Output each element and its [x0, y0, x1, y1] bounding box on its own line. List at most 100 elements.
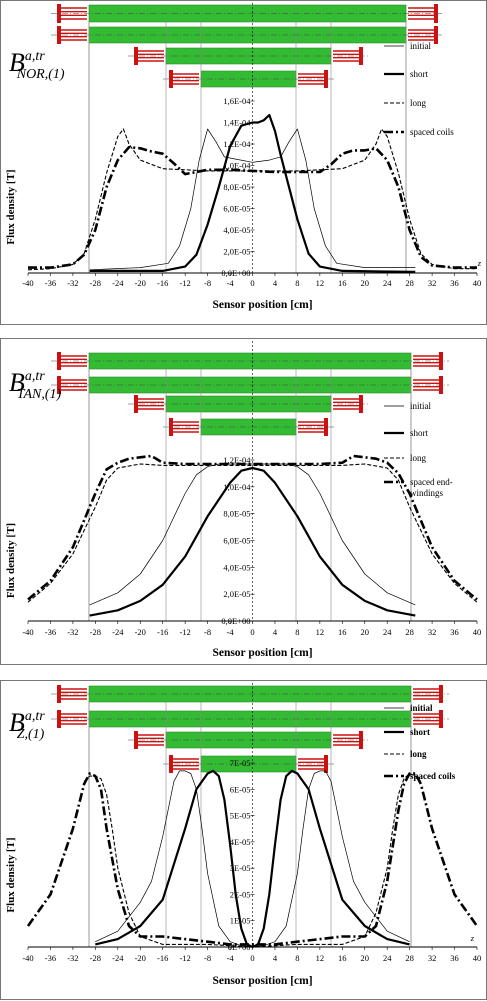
y-tick-label: 4,0E-05 — [223, 225, 250, 235]
x-tick-label: -24 — [112, 953, 124, 963]
legend-label-short: short — [410, 69, 428, 79]
series-line-short — [89, 466, 416, 617]
x-tick-label: -40 — [22, 278, 33, 288]
x-tick-label: 40 — [473, 953, 482, 963]
x-tick-label: 36 — [450, 627, 459, 637]
x-tick-label: 28 — [405, 953, 414, 963]
x-tick-label: 40 — [473, 627, 482, 637]
y-tick-label: 2,0E-05 — [223, 247, 250, 257]
y-tick-label: 4E-05 — [230, 837, 251, 847]
legend-label-initial: initial — [410, 41, 431, 51]
x-tick-label: 16 — [338, 953, 347, 963]
series-line-spaced — [28, 145, 477, 269]
legend-label-long: long — [410, 749, 427, 759]
x-tick-label: -4 — [227, 953, 235, 963]
chart-panel-normal: Ba,tr NOR,(1) 0,0E+00 2,0E-05 4,0E-05 6,0E-05… — [0, 0, 487, 325]
y-axis-label: Flux density [T] — [5, 169, 17, 244]
x-axis-label: Sensor position [cm] — [212, 975, 312, 987]
y-tick-label: 1,2E-04 — [223, 455, 251, 465]
legend: initial short long spaced coils — [384, 703, 456, 781]
series-group — [27, 454, 478, 617]
legend-label-short: short — [410, 428, 428, 438]
y-tick-label: 8,0E-05 — [223, 509, 250, 519]
y-tick-label: 6E-05 — [230, 784, 251, 794]
y-tick-label: 0E+00 — [228, 942, 251, 952]
x-tick-label: -28 — [90, 627, 101, 637]
x-tick-label: -12 — [179, 953, 190, 963]
y-tick-label: 0,0E+00 — [221, 268, 250, 278]
y-tick-label: 2E-05 — [230, 889, 251, 899]
x-tick-label: 32 — [428, 627, 437, 637]
x-tick-label: 24 — [383, 278, 392, 288]
chart-axial: Ba,tr Z,(1)0E+001E-052E-053E-054E-055E-05… — [5, 683, 481, 987]
x-tick-label: 4 — [273, 953, 278, 963]
x-tick-label: -8 — [204, 278, 211, 288]
x-tick-label: -16 — [157, 627, 168, 637]
series-line-spaced — [26, 772, 479, 946]
reference-lines — [88, 683, 412, 947]
chart-title: Ba,tr NOR,(1) — [9, 48, 65, 82]
y-axis-label: Flux density [T] — [5, 523, 17, 598]
legend-label-spaced: spaced end-windings — [410, 477, 453, 498]
y-tick-label: 1,2E-04 — [223, 139, 251, 149]
x-tick-label: 32 — [428, 278, 437, 288]
x-tick-label: -32 — [67, 278, 78, 288]
chart-tangential: Ba,tr TAN,(1) 0,0E+00 2,0E-05 4,0E-05 6,0E-05… — [5, 341, 481, 659]
x-tick-label: 28 — [405, 627, 414, 637]
x-axis-label: Sensor position [cm] — [212, 299, 312, 311]
x-tick-label: -12 — [179, 278, 190, 288]
y-tick-label: 1,0E-04 — [223, 482, 251, 492]
series-line-spaced — [27, 454, 478, 601]
x-tick-label: 8 — [295, 953, 299, 963]
legend: initial short long spaced coils — [384, 41, 454, 137]
chart-title: Ba,tr Z,(1) — [9, 708, 45, 742]
series-line-long — [83, 772, 422, 948]
x-tick-label: -4 — [227, 278, 235, 288]
legend-label-initial: initial — [410, 401, 431, 411]
x-tick-label: 20 — [361, 278, 370, 288]
y-axis-label: Flux density [T] — [5, 837, 17, 912]
x-tick-label: 36 — [450, 278, 459, 288]
x-tick-label: -24 — [112, 278, 124, 288]
chart-normal: Ba,tr NOR,(1) 0,0E+00 2,0E-05 4,0E-05 6,0E-05… — [5, 3, 482, 311]
x-tick-label: 16 — [338, 278, 347, 288]
x-tick-labels: -40 -36 -32 -28 -24 -20 -16 -12 -8 -4 0 4 8 12 16 20 24 2… — [22, 621, 481, 637]
axis-end-label: z — [477, 258, 482, 268]
series-line-long — [27, 128, 477, 271]
y-tick-label: 4,0E-05 — [223, 562, 250, 572]
x-tick-label: -28 — [90, 953, 101, 963]
x-axis-label: Sensor position [cm] — [212, 647, 312, 659]
x-tick-label: 8 — [295, 278, 299, 288]
coil-schematic — [51, 685, 449, 773]
x-tick-label: 4 — [273, 627, 278, 637]
x-tick-label: -8 — [204, 953, 211, 963]
series-line-initial — [89, 463, 416, 606]
x-tick-label: -8 — [204, 627, 211, 637]
chart-panel-tangential: Ba,tr TAN,(1) 0,0E+00 2,0E-05 4,0E-05 6,0E-05… — [0, 338, 487, 665]
x-tick-label: -16 — [157, 953, 168, 963]
y-tick-label: 3E-05 — [230, 863, 251, 873]
x-tick-label: -40 — [22, 627, 33, 637]
x-tick-label: 12 — [316, 953, 325, 963]
x-tick-labels: -40 -36 -32 -28 -24 -20 -16 -12 -8 -4 0 4 8 12 16 20 24 2… — [22, 273, 481, 288]
x-tick-label: 12 — [316, 627, 325, 637]
x-tick-label: 8 — [295, 627, 299, 637]
y-tick-label: 5E-05 — [230, 811, 251, 821]
x-tick-label: -36 — [45, 278, 56, 288]
y-tick-label: 1,6E-04 — [223, 96, 251, 106]
x-tick-label: -4 — [227, 627, 235, 637]
x-tick-label: 36 — [450, 953, 459, 963]
x-tick-label: -40 — [22, 953, 33, 963]
x-tick-label: 12 — [316, 278, 325, 288]
x-tick-label: 16 — [338, 627, 347, 637]
x-tick-label: -32 — [67, 627, 78, 637]
x-tick-label: 20 — [361, 953, 370, 963]
y-tick-labels: 0,0E+00 2,0E-05 4,0E-05 6,0E-05 8,0E-05 1,0E-… — [221, 455, 255, 626]
x-tick-label: -12 — [179, 627, 190, 637]
x-tick-label: -36 — [45, 953, 56, 963]
y-tick-label: 1,4E-04 — [223, 118, 251, 128]
x-tick-labels: -40 -36 -32 -28 -24 -20 -16 -12 -8 -4 0 4 8 12 16 20 24 2… — [22, 947, 481, 963]
x-tick-label: -20 — [135, 278, 146, 288]
legend-label-spaced: spaced coils — [410, 127, 454, 137]
x-tick-label: 0 — [250, 627, 254, 637]
